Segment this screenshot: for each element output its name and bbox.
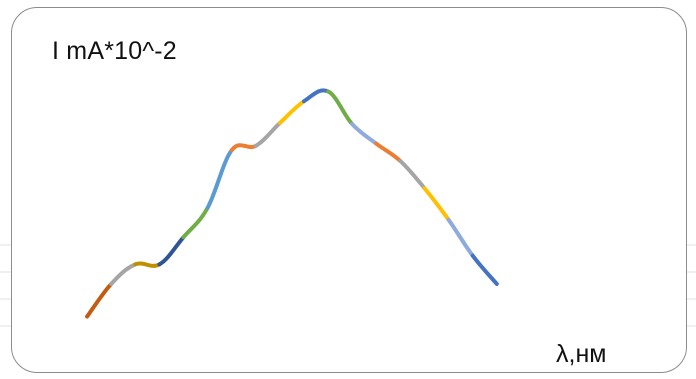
line-segment-12 [350,122,379,146]
line-segment-14 [398,159,427,191]
line-segment-13 [374,141,403,164]
line-segment-16 [446,217,475,258]
line-segment-10 [302,88,331,104]
line-segment-11 [326,89,355,127]
line-segment-15 [422,186,451,222]
line-segment-1 [85,281,114,319]
line-segment-6 [205,148,234,210]
line-segment-3 [133,261,162,268]
line-segment-2 [109,262,138,286]
line-segment-4 [157,235,186,267]
line-segment-9 [277,99,306,125]
line-segment-8 [253,120,282,148]
line-segment-7 [229,143,258,153]
x-axis-label: λ,нм [556,340,607,368]
y-axis-label: I mA*10^-2 [52,37,177,65]
line-segment-17 [470,253,499,286]
chart-frame [11,7,687,373]
line-segment-5 [181,205,210,240]
